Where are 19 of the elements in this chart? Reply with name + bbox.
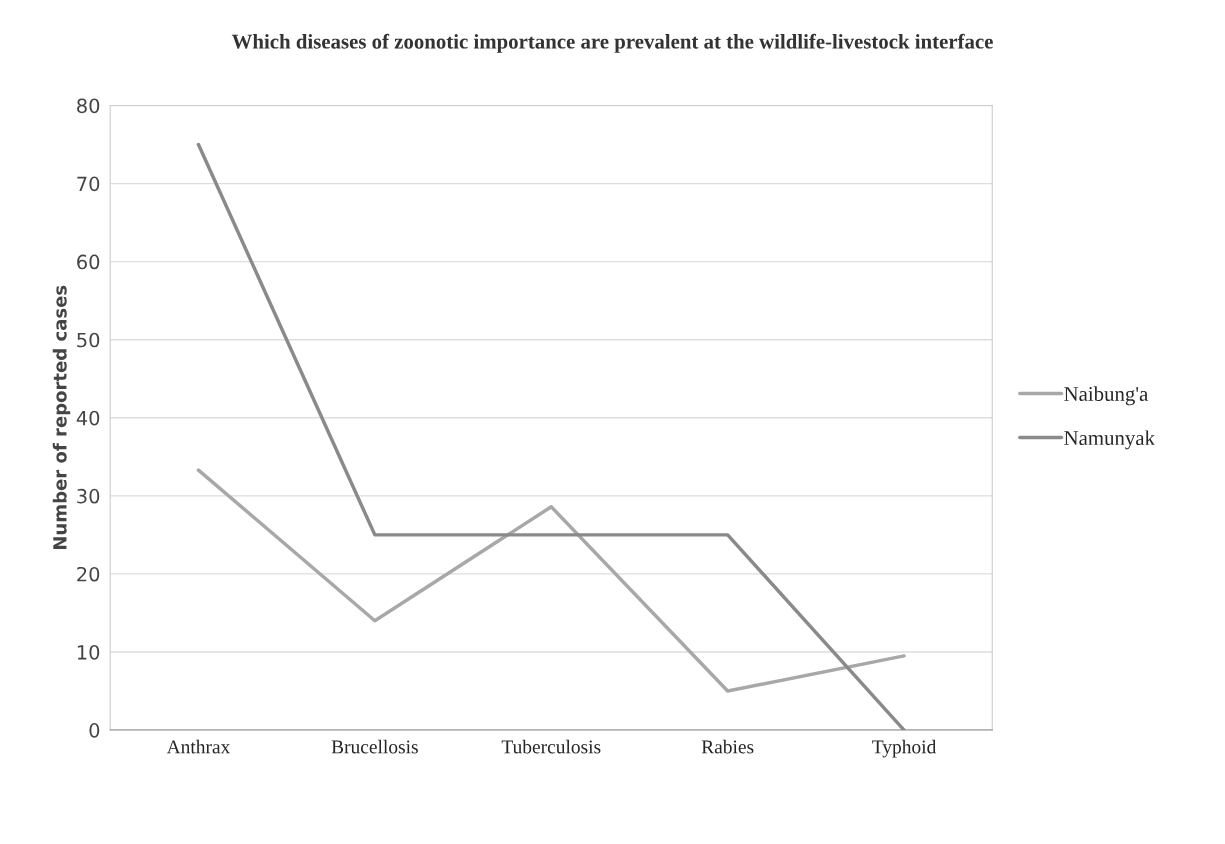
x-tick-label: Tuberculosis (501, 739, 601, 754)
y-tick-label: 0 (89, 723, 100, 738)
x-tick-label: Brucellosis (331, 739, 418, 754)
x-tick-label: Rabies (701, 739, 754, 754)
x-tick-label: Typhoid (872, 739, 937, 758)
y-tick-label: 70 (77, 176, 100, 192)
line-series (196, 468, 906, 693)
y-tick-label: 60 (77, 254, 100, 270)
y-tick-label: 50 (77, 332, 100, 348)
y-tick-label: 40 (76, 410, 100, 426)
y-tick-label: 30 (77, 488, 100, 504)
x-tick-label: Anthrax (166, 739, 231, 754)
legend-label: Namunyak (1064, 430, 1155, 450)
y-tick-label: 20 (77, 566, 100, 582)
legend-label: Naibung'a (1064, 386, 1149, 406)
y-tick-label: 10 (77, 644, 100, 660)
y-axis-title: Number of reported cases (52, 285, 71, 550)
chart-title: Which diseases of zoonotic importance are prevalent at the wildlife-livestock interface (231, 33, 993, 53)
y-tick-label: 80 (77, 98, 100, 114)
